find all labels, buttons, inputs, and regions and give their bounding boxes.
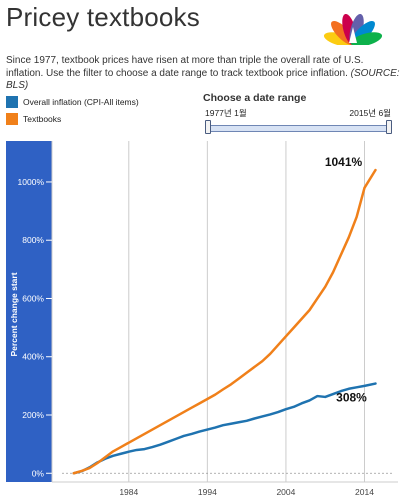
end-label-cpi: 308%	[336, 391, 367, 405]
y-tick-label: 0%	[32, 468, 45, 478]
y-tick-label: 1000%	[18, 177, 45, 187]
y-axis-band	[6, 141, 52, 482]
y-tick-label: 600%	[22, 293, 44, 303]
end-label-textbooks: 1041%	[325, 155, 363, 169]
range-slider-track[interactable]	[208, 125, 389, 132]
range-start-handle[interactable]	[205, 120, 211, 134]
series-line-textbooks	[72, 168, 377, 475]
page-title: Pricey textbooks	[6, 2, 200, 32]
date-range-filter[interactable]: 1977년 1월 2015년 6월	[202, 106, 395, 136]
series-line-cpi	[72, 382, 377, 475]
y-axis-label: Percent change start	[9, 272, 19, 356]
logo-feather	[350, 32, 383, 45]
chart-legend: Overall inflation (CPI-All items) Textbo…	[6, 95, 139, 129]
subtitle-text: Since 1977, textbook prices have risen a…	[6, 55, 364, 79]
legend-label-textbooks: Textbooks	[23, 114, 62, 124]
legend-swatch-textbooks	[6, 113, 18, 125]
legend-swatch-cpi	[6, 96, 18, 108]
y-tick-label: 400%	[22, 352, 44, 362]
x-tick-labels: 1984 1994 2004 2014	[119, 487, 374, 497]
date-range-title: Choose a date range	[203, 92, 307, 104]
legend-item-textbooks: Textbooks	[6, 112, 139, 126]
legend-item-cpi: Overall inflation (CPI-All items)	[6, 95, 139, 109]
gridlines	[51, 141, 398, 483]
series-lines	[72, 168, 377, 475]
x-tick-label: 2004	[276, 487, 295, 497]
legend-label-cpi: Overall inflation (CPI-All items)	[23, 97, 139, 107]
y-tick-label: 200%	[22, 410, 44, 420]
range-start-label: 1977년 1월	[205, 108, 247, 118]
end-labels: 308% 1041%	[325, 155, 367, 405]
x-tick-label: 1994	[198, 487, 217, 497]
x-tick-label: 1984	[119, 487, 138, 497]
y-tick-labels: 0% 200% 400% 600% 800% 1000%	[18, 177, 52, 478]
peacock-logo-icon	[323, 13, 383, 45]
range-end-label: 2015년 6월	[349, 108, 391, 118]
chart-subtitle: Since 1977, textbook prices have risen a…	[6, 55, 400, 93]
range-end-handle[interactable]	[386, 120, 392, 134]
source-note: (SOURCE: BLS)	[6, 67, 400, 92]
line-chart: Percent change start 0% 200% 400% 600% 800% 1…	[6, 141, 398, 497]
y-tick-label: 800%	[22, 235, 44, 245]
x-tick-label: 2014	[355, 487, 374, 497]
